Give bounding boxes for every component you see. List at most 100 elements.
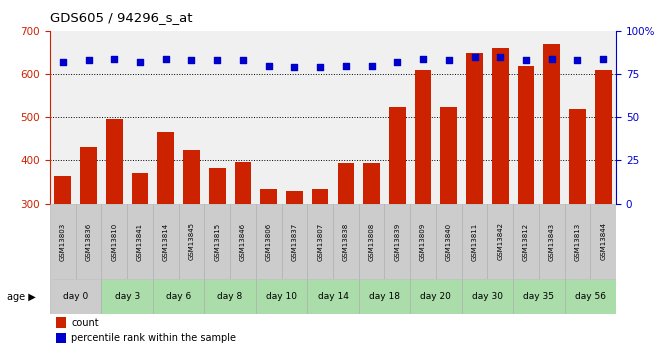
Point: [135, 59, 145, 65]
Point: [598, 56, 609, 61]
Text: GDS605 / 94296_s_at: GDS605 / 94296_s_at: [50, 11, 192, 24]
Bar: [517, 66, 534, 204]
Point: [469, 54, 480, 60]
Bar: [492, 48, 509, 204]
Bar: [488, 204, 513, 279]
Bar: [50, 279, 101, 314]
Bar: [157, 132, 174, 204]
Text: day 8: day 8: [217, 292, 242, 301]
Bar: [359, 204, 384, 279]
Text: day 35: day 35: [523, 292, 554, 301]
Bar: [363, 162, 380, 204]
Point: [238, 58, 248, 63]
Bar: [153, 204, 178, 279]
Text: day 6: day 6: [166, 292, 191, 301]
Text: GSM13837: GSM13837: [292, 223, 298, 260]
Text: GSM13806: GSM13806: [266, 223, 272, 260]
Bar: [569, 109, 586, 204]
Point: [161, 56, 171, 61]
Text: GSM13803: GSM13803: [60, 223, 66, 260]
Point: [546, 56, 557, 61]
Point: [444, 58, 454, 63]
Bar: [415, 70, 432, 204]
Text: day 18: day 18: [369, 292, 400, 301]
Point: [340, 63, 351, 68]
Bar: [543, 44, 560, 204]
Text: GSM13808: GSM13808: [368, 223, 374, 260]
Bar: [286, 191, 303, 204]
Bar: [204, 204, 230, 279]
Text: age ▶: age ▶: [7, 292, 35, 302]
Text: GSM13845: GSM13845: [188, 223, 194, 260]
Bar: [106, 119, 123, 204]
Point: [186, 58, 196, 63]
Bar: [466, 52, 483, 204]
Bar: [209, 168, 226, 204]
Bar: [260, 189, 277, 204]
Text: day 10: day 10: [266, 292, 297, 301]
Text: day 30: day 30: [472, 292, 503, 301]
Text: day 3: day 3: [115, 292, 140, 301]
Bar: [307, 204, 333, 279]
Point: [521, 58, 531, 63]
Bar: [513, 204, 539, 279]
Bar: [132, 172, 149, 204]
Bar: [590, 204, 616, 279]
Bar: [436, 204, 462, 279]
Bar: [55, 317, 66, 328]
Bar: [389, 107, 406, 204]
Text: GSM13840: GSM13840: [446, 223, 452, 260]
Bar: [204, 279, 256, 314]
Point: [495, 54, 505, 60]
Point: [392, 59, 403, 65]
Bar: [462, 279, 513, 314]
Bar: [513, 279, 565, 314]
Text: GSM13843: GSM13843: [549, 223, 555, 260]
Text: day 0: day 0: [63, 292, 89, 301]
Point: [83, 58, 94, 63]
Bar: [127, 204, 153, 279]
Bar: [359, 279, 410, 314]
Bar: [256, 204, 282, 279]
Text: GSM13809: GSM13809: [420, 223, 426, 260]
Bar: [462, 204, 488, 279]
Text: day 56: day 56: [575, 292, 606, 301]
Bar: [230, 204, 256, 279]
Bar: [234, 162, 251, 204]
Point: [418, 56, 428, 61]
Bar: [440, 107, 457, 204]
Bar: [178, 204, 204, 279]
Bar: [101, 204, 127, 279]
Bar: [256, 279, 307, 314]
Point: [57, 59, 68, 65]
Bar: [333, 204, 359, 279]
Text: GSM13842: GSM13842: [498, 223, 503, 260]
Bar: [55, 176, 71, 204]
Text: GSM13815: GSM13815: [214, 223, 220, 260]
Text: day 14: day 14: [318, 292, 348, 301]
Text: GSM13813: GSM13813: [575, 223, 581, 260]
Text: GSM13810: GSM13810: [111, 223, 117, 260]
Bar: [76, 204, 101, 279]
Bar: [410, 279, 462, 314]
Bar: [153, 279, 204, 314]
Text: count: count: [71, 318, 99, 328]
Bar: [384, 204, 410, 279]
Text: GSM13846: GSM13846: [240, 223, 246, 260]
Text: GSM13841: GSM13841: [137, 223, 143, 260]
Point: [109, 56, 120, 61]
Bar: [80, 148, 97, 204]
Bar: [307, 279, 359, 314]
Bar: [539, 204, 565, 279]
Text: day 20: day 20: [420, 292, 452, 301]
Bar: [282, 204, 307, 279]
Point: [315, 65, 326, 70]
Point: [212, 58, 222, 63]
Text: GSM13844: GSM13844: [600, 223, 606, 260]
Text: GSM13836: GSM13836: [85, 223, 91, 260]
Text: GSM13811: GSM13811: [472, 223, 478, 260]
Bar: [50, 204, 76, 279]
Point: [289, 65, 300, 70]
Text: percentile rank within the sample: percentile rank within the sample: [71, 333, 236, 343]
Bar: [101, 279, 153, 314]
